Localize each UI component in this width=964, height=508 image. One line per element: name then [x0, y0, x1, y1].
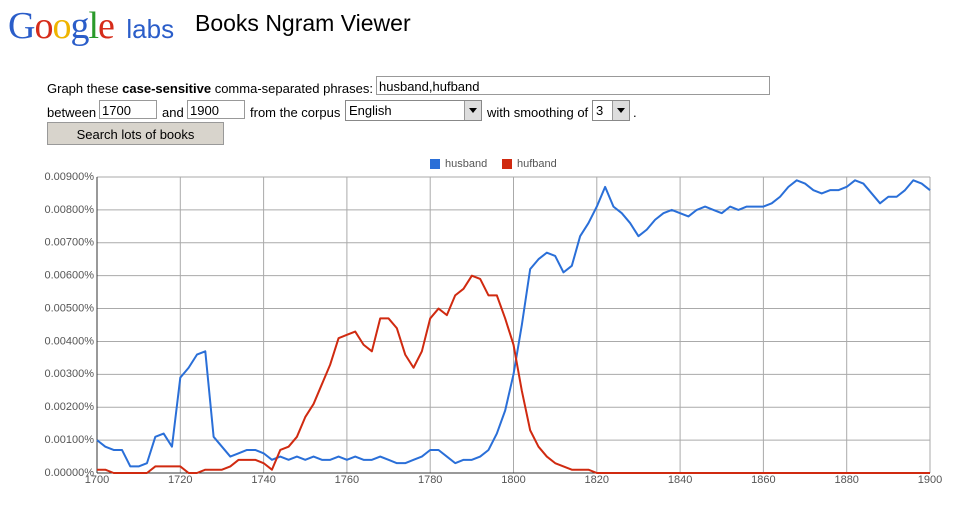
- x-tick-label: 1860: [751, 474, 775, 486]
- legend-label: husband: [445, 158, 487, 170]
- label-bold: case-sensitive: [122, 81, 212, 96]
- logo-labs: labs: [126, 14, 175, 44]
- smoothing-value: 3: [596, 103, 604, 118]
- phrases-label: Graph these case-sensitive comma-separat…: [47, 81, 373, 96]
- y-tick-label: 0.00700%: [44, 237, 94, 249]
- and-label: and: [162, 105, 184, 120]
- logo-letter: o: [34, 5, 53, 47]
- y-tick-label: 0.00000%: [44, 467, 94, 479]
- x-tick-label: 1780: [418, 474, 442, 486]
- period: .: [633, 105, 637, 120]
- x-tick-label: 1700: [85, 474, 109, 486]
- x-tick-label: 1740: [251, 474, 275, 486]
- chart: 0.00000% 0.00100% 0.00200% 0.00300% 0.00400%…: [44, 158, 942, 486]
- smoothing-label: with smoothing of: [487, 105, 589, 120]
- logo-letter: g: [70, 5, 89, 47]
- between-label: between: [47, 105, 97, 120]
- legend-label: hufband: [517, 158, 557, 170]
- line-series: [96, 179, 931, 468]
- corpus-select[interactable]: English: [345, 100, 482, 121]
- y-tick-label: 0.00500%: [44, 302, 94, 314]
- y-tick-label: 0.00400%: [44, 335, 94, 347]
- x-tick-label: 1820: [585, 474, 609, 486]
- y-tick-label: 0.00300%: [44, 368, 94, 380]
- y-tick-label: 0.00100%: [44, 434, 94, 446]
- logo-letter: l: [88, 5, 99, 47]
- logo-letter: e: [98, 5, 115, 47]
- line-series: [97, 274, 930, 474]
- y-tick-label: 0.00200%: [44, 401, 94, 413]
- corpus-value: English: [349, 103, 392, 118]
- app-title: Books Ngram Viewer: [195, 10, 411, 36]
- y-tick-label: 0.00900%: [44, 171, 94, 183]
- label-text: Graph these: [47, 81, 119, 96]
- start-year-input[interactable]: 1700: [99, 100, 157, 119]
- legend-swatch: [502, 159, 512, 169]
- x-tick-label: 1760: [335, 474, 359, 486]
- dropdown-arrow: [464, 101, 481, 120]
- y-tick-label: 0.00600%: [44, 270, 94, 282]
- phrases-input[interactable]: husband,hufband: [376, 76, 770, 95]
- search-button[interactable]: Search lots of books: [47, 122, 224, 145]
- dropdown-arrow: [612, 101, 629, 120]
- corpus-label: from the corpus: [250, 105, 341, 120]
- x-tick-label: 1800: [501, 474, 525, 486]
- y-tick-label: 0.00800%: [44, 204, 94, 216]
- logo: Google labs: [8, 4, 174, 48]
- logo-letter: G: [8, 5, 35, 47]
- label-text: comma-separated phrases:: [214, 81, 373, 96]
- smoothing-select[interactable]: 3: [592, 100, 630, 121]
- x-tick-label: 1900: [918, 474, 942, 486]
- logo-letter: o: [52, 5, 71, 47]
- x-tick-label: 1840: [668, 474, 692, 486]
- end-year-input[interactable]: 1900: [187, 100, 245, 119]
- x-tick-label: 1720: [168, 474, 192, 486]
- x-tick-label: 1880: [834, 474, 858, 486]
- legend-swatch: [430, 159, 440, 169]
